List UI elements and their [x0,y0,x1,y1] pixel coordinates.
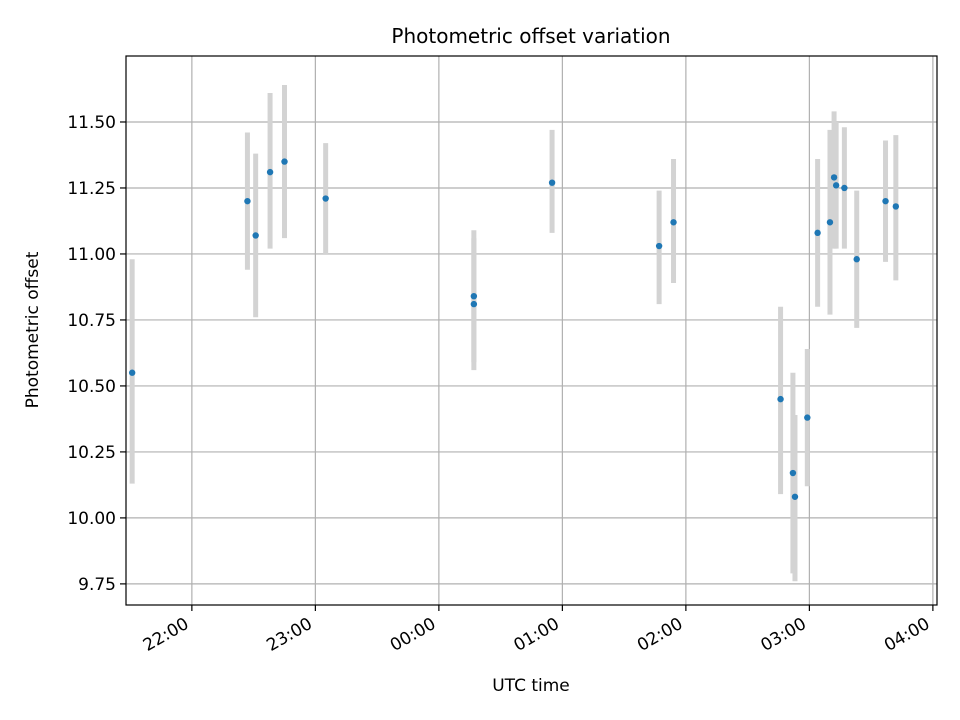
y-tick-label: 11.50 [67,113,116,133]
data-point [470,292,478,300]
data-point [281,158,288,165]
y-axis-label: Photometric offset [23,251,43,408]
y-tick-label: 11.00 [67,245,116,265]
x-axis-label: UTC time [492,676,570,696]
data-point [791,493,799,500]
y-tick-label: 10.00 [67,509,116,529]
y-tick-label: 10.50 [67,377,116,397]
y-axis-ticks: 9.75 10.00 10.25 10.50 10.75 11.00 11.25 11.50 [67,113,126,595]
data-point [322,195,329,202]
data-point [804,414,811,421]
data-point [548,179,556,186]
data-point [841,184,848,192]
data-points [128,158,900,500]
y-tick-label: 10.25 [67,443,116,463]
data-point [830,174,838,181]
data-point [252,232,259,239]
plot-frame [125,55,938,606]
data-point [853,256,860,263]
data-point [777,395,784,403]
data-point [826,219,834,226]
data-point [882,197,889,205]
y-tick-label: 9.75 [78,575,116,595]
grid [126,56,937,605]
data-point [655,242,663,250]
data-point [670,219,677,226]
y-tick-label: 10.75 [67,311,116,331]
data-point [832,182,840,189]
y-tick-label: 11.25 [67,179,116,199]
data-point [266,168,274,176]
data-point [244,197,251,205]
chart-title: Photometric offset variation [391,24,670,48]
data-point [128,369,136,376]
data-point [470,300,478,308]
data-point [789,469,797,477]
data-point [814,229,821,237]
data-point [892,203,900,210]
